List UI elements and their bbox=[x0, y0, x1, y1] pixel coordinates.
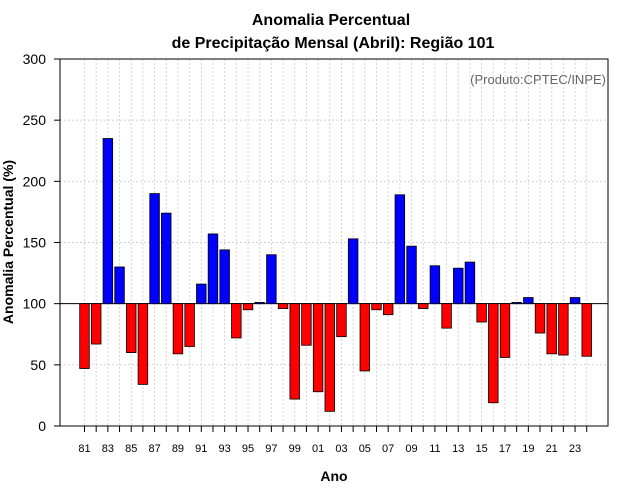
x-tick-label: 89 bbox=[172, 443, 184, 455]
y-tick-label: 250 bbox=[23, 112, 47, 128]
bar-1983 bbox=[102, 138, 114, 305]
x-tick-label: 19 bbox=[522, 443, 534, 455]
bar-2016 bbox=[488, 303, 499, 404]
x-tick-label: 93 bbox=[219, 443, 231, 455]
bar-2000 bbox=[301, 303, 312, 346]
x-tick-label: 99 bbox=[289, 443, 301, 455]
bar-1987 bbox=[149, 193, 160, 305]
bar-2019 bbox=[523, 297, 534, 305]
bar-2002 bbox=[324, 303, 335, 412]
bar-2014 bbox=[464, 261, 476, 305]
bar-2022 bbox=[558, 303, 569, 356]
bar-2020 bbox=[534, 303, 546, 334]
x-tick-label: 13 bbox=[452, 443, 464, 455]
y-tick-label: 0 bbox=[38, 418, 46, 434]
bars bbox=[79, 138, 592, 412]
bar-2013 bbox=[453, 267, 464, 305]
bar-2011 bbox=[429, 265, 441, 305]
x-tick-label: 81 bbox=[78, 443, 90, 455]
y-axis: 0 50 100 150 200 250 300 bbox=[23, 51, 60, 434]
bar-1984 bbox=[114, 266, 125, 305]
bar-1981 bbox=[79, 303, 90, 369]
bar-2015 bbox=[476, 303, 487, 323]
x-tick-label: 21 bbox=[546, 443, 558, 455]
x-axis-label: Ano bbox=[320, 468, 347, 484]
x-tick-label: 07 bbox=[382, 443, 394, 455]
bar-1991 bbox=[196, 283, 207, 305]
bar-2001 bbox=[312, 303, 324, 393]
bar-1988 bbox=[161, 212, 172, 305]
x-tick-label: 11 bbox=[429, 443, 440, 455]
bar-1998 bbox=[277, 303, 289, 309]
bar-2005 bbox=[359, 303, 371, 372]
x-tick-label: 23 bbox=[569, 443, 581, 455]
bar-2023 bbox=[569, 297, 581, 305]
bar-2010 bbox=[418, 303, 429, 309]
x-tick-label: 95 bbox=[242, 443, 254, 455]
bar-2007 bbox=[382, 303, 394, 316]
y-tick-label: 300 bbox=[23, 51, 47, 67]
x-tick-label: 85 bbox=[125, 443, 137, 455]
x-tick-label: 17 bbox=[499, 443, 511, 455]
bar-2024 bbox=[581, 303, 592, 357]
bar-2021 bbox=[546, 303, 557, 355]
bar-1999 bbox=[289, 303, 300, 400]
x-tick-label: 15 bbox=[475, 443, 487, 455]
bar-1997 bbox=[266, 254, 277, 305]
x-axis: 81 83 85 87 89 91 93 95 97 99 01 03 05 07 09 11 13 15 17 19… bbox=[78, 426, 588, 455]
y-tick-label: 150 bbox=[23, 235, 47, 251]
bar-1990 bbox=[184, 303, 195, 347]
bar-2009 bbox=[406, 245, 417, 305]
bar-2017 bbox=[499, 303, 511, 358]
x-tick-label: 97 bbox=[265, 443, 277, 455]
bar-1986 bbox=[137, 303, 149, 385]
bar-2006 bbox=[371, 303, 382, 311]
bar-1994 bbox=[231, 303, 242, 339]
y-tick-label: 50 bbox=[30, 357, 46, 373]
y-tick-label: 100 bbox=[23, 296, 47, 312]
bar-2008 bbox=[394, 194, 406, 305]
x-tick-label: 01 bbox=[312, 443, 324, 455]
bar-1995 bbox=[242, 303, 254, 311]
bar-1982 bbox=[90, 303, 102, 345]
bar-1992 bbox=[207, 233, 219, 305]
bar-1993 bbox=[219, 249, 230, 305]
y-tick-label: 200 bbox=[23, 173, 47, 189]
bar-2003 bbox=[336, 303, 347, 338]
x-tick-label: 91 bbox=[195, 443, 207, 455]
x-tick-label: 09 bbox=[405, 443, 417, 455]
bar-2018 bbox=[511, 302, 522, 305]
bar-2004 bbox=[347, 238, 359, 305]
chart-title-line1: Anomalia Percentual bbox=[252, 12, 410, 29]
source-annotation: (Produto:CPTEC/INPE) bbox=[470, 72, 606, 87]
x-tick-label: 03 bbox=[335, 443, 347, 455]
bar-2012 bbox=[441, 303, 452, 329]
chart-title-line2: de Precipitação Mensal (Abril): Região 1… bbox=[172, 35, 495, 52]
grid bbox=[60, 59, 608, 426]
y-axis-label: Anomalia Percentual (%) bbox=[0, 160, 16, 324]
x-tick-label: 87 bbox=[148, 443, 160, 455]
bar-1996 bbox=[254, 302, 265, 305]
x-tick-label: 05 bbox=[359, 443, 371, 455]
x-tick-label: 83 bbox=[102, 443, 114, 455]
bar-1985 bbox=[126, 303, 137, 353]
bar-1989 bbox=[172, 303, 184, 355]
